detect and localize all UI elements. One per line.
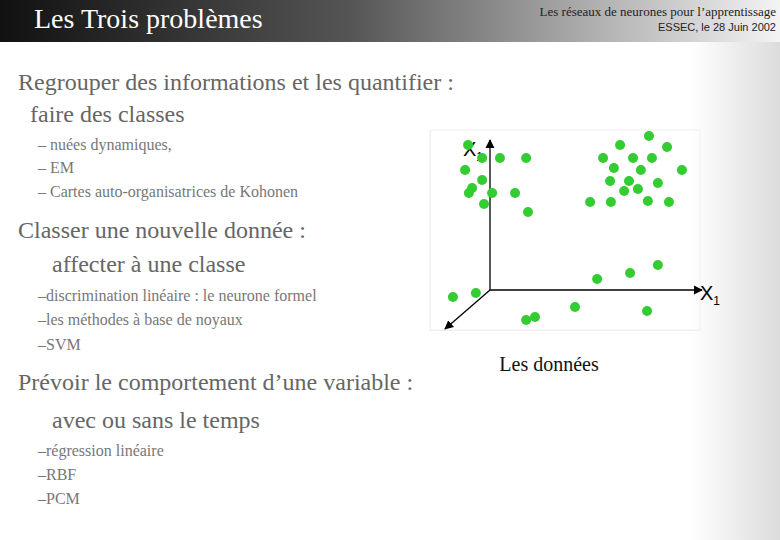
section-item: –les méthodes à base de noyaux [37,311,243,329]
header-text: Les réseaux de neurones pour l’apprentis… [540,4,777,19]
data-point [479,199,489,209]
data-point [653,260,663,270]
section-heading: affecter à une classe [52,251,245,277]
section-heading: Regrouper des informations et les quanti… [18,69,454,95]
section-heading: avec ou sans le temps [52,407,260,433]
data-point [487,188,497,198]
data-point [477,175,487,185]
section-item: – EM [37,159,74,176]
axis-arrow [489,140,490,290]
section-heading: faire des classes [30,101,185,127]
title-bar [0,0,780,42]
axis-arrow [445,290,490,329]
data-point [495,153,505,163]
data-point [521,153,531,163]
data-point [598,153,608,163]
data-point [664,197,674,207]
header-text: ESSEC, le 28 Juin 2002 [658,21,776,33]
section-item: –discrimination linéaire : le neurone fo… [37,287,317,304]
data-point [642,306,652,316]
plot-frame [430,130,700,330]
caption: Les données [499,353,599,375]
data-point [625,268,635,278]
data-point [464,188,474,198]
data-point [633,184,643,194]
data-point [643,196,653,206]
slide: Les Trois problèmes Les réseaux de neuron… [0,0,780,540]
x-axis [431,330,701,331]
data-point [448,292,458,302]
section-item: – Cartes auto-organisatrices de Kohonen [37,183,298,201]
section-item: –SVM [37,336,81,353]
data-point [592,274,602,284]
data-point [619,186,629,196]
data-point [585,197,595,207]
title: Les Trois problèmes [34,3,263,34]
data-point [521,315,531,325]
data-point [624,176,634,186]
data-point [510,188,520,198]
data-point [523,207,533,217]
data-point [677,165,687,175]
section-item: –régression linéaire [37,442,164,460]
data-point [471,288,481,298]
axis-arrow [490,289,702,290]
axis-line [430,131,431,331]
section-item: –RBF [37,466,76,483]
data-point [609,163,619,173]
data-point [606,197,616,207]
points [448,131,687,325]
data-point [636,165,646,175]
data-point [647,153,657,163]
data-point [460,165,470,175]
data-point [570,302,580,312]
section-heading: Classer une nouvelle donnée : [18,217,306,243]
y-axis [430,131,431,331]
data-point [615,140,625,150]
axis-line [431,330,701,331]
x-label: X1 [700,282,720,308]
data-point [530,312,540,322]
section-item: –PCM [37,490,80,507]
data-point [653,178,663,188]
data-point [628,153,638,163]
data-point [644,131,654,141]
data-point [605,176,615,186]
data-point [662,142,672,152]
data-point [477,153,487,163]
section-item: – nuées dynamiques, [37,136,172,154]
figure: X1X1Les données [430,130,720,375]
section-heading: Prévoir le comportement d’une variable : [18,369,413,395]
data-point [463,140,473,150]
side-band [690,42,780,540]
